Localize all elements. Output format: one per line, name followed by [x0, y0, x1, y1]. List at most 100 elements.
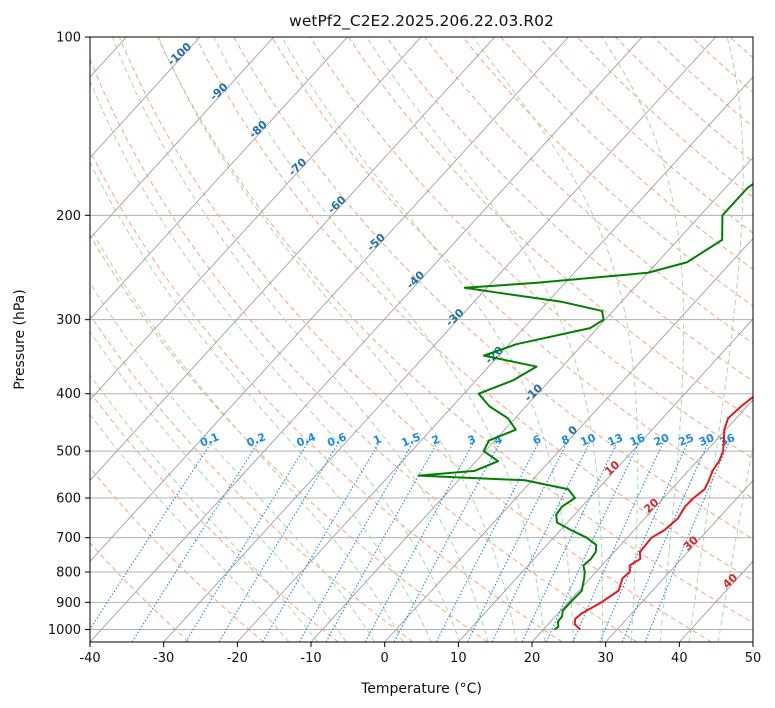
dry-adiabat: [195, 37, 753, 582]
y-tick-label: 900: [56, 596, 81, 611]
mixing-ratio-line: [185, 440, 310, 642]
dry-adiabat: [233, 37, 753, 540]
isotherm-line: [90, 37, 348, 320]
dry-adiabat: [309, 37, 753, 460]
x-tick-label: 0: [381, 651, 389, 666]
dry-adiabat: [90, 467, 264, 642]
mixing-ratio-line: [521, 440, 619, 642]
y-axis-label: Pressure (hPa): [12, 289, 28, 389]
mixing-ratio-lines: [90, 440, 731, 642]
dry-adiabat: [90, 391, 339, 642]
x-tick-label: 10: [450, 651, 467, 666]
mixing-ratio-line: [131, 440, 260, 642]
chart-title: wetPf2_C2E2.2025.206.22.03.R02: [289, 12, 554, 31]
mixing-ratio-line: [467, 440, 569, 642]
moist-adiabat: [90, 161, 432, 642]
mixing-ratio-label: 10: [579, 431, 598, 449]
pressure-gridlines: [90, 37, 753, 630]
moist-adiabat: [157, 37, 517, 642]
mixing-ratio-line: [621, 440, 710, 642]
dry-adiabat: [90, 58, 638, 642]
y-tick-label: 400: [56, 387, 81, 402]
mixing-ratio-line: [218, 440, 341, 642]
x-tick-label: 40: [671, 651, 688, 666]
moist-adiabat: [472, 37, 639, 642]
mixing-ratio-label: 1: [371, 433, 383, 448]
moist-adiabat: [111, 37, 489, 642]
moist-adiabat: [601, 37, 685, 642]
dry-adiabat: [538, 37, 753, 234]
mixing-ratio-label: 16: [628, 431, 647, 449]
dry-adiabat: [90, 149, 563, 642]
isotherm-line: [237, 76, 753, 642]
x-axis: -40 -30 -20 -10 0 10 20 30 40 50: [79, 642, 761, 666]
y-tick-label: 800: [56, 566, 81, 581]
isotherms: [90, 37, 753, 642]
mixing-ratio-label: 36: [718, 431, 737, 449]
isotherm-line: [310, 156, 753, 642]
mixing-ratio-line: [491, 440, 592, 642]
mixing-ratio-label: 25: [677, 431, 696, 449]
mixing-ratio-label: 3: [466, 433, 478, 448]
y-tick-label: 300: [56, 313, 81, 328]
moist-adiabat: [90, 330, 347, 642]
dry-adiabat: [615, 37, 753, 163]
dry-adiabat: [500, 37, 753, 270]
y-tick-label: 200: [56, 209, 81, 224]
isotherm-line: [605, 479, 753, 642]
y-tick-label: 700: [56, 531, 81, 546]
dry-adiabat: [386, 37, 753, 382]
mixing-ratio-line: [393, 440, 502, 642]
y-tick-label: 600: [56, 492, 81, 507]
x-tick-label: 30: [597, 651, 614, 666]
y-tick-label: 100: [56, 31, 81, 46]
moist-adiabat: [213, 37, 546, 642]
isotherm-line: [90, 37, 569, 562]
mixing-ratio-line: [298, 440, 415, 642]
mixing-ratio-line: [644, 440, 731, 642]
isotherm-line: [163, 37, 717, 642]
x-tick-label: -40: [79, 651, 100, 666]
plot-frame: [89, 36, 754, 643]
sounding-series: [417, 182, 753, 631]
mixing-ratio-line: [90, 440, 214, 631]
isotherm-line: [458, 318, 753, 642]
isotherm-line: [90, 37, 496, 482]
x-tick-label: 50: [745, 651, 762, 666]
moist-adiabat: [90, 79, 461, 642]
isotherm-line: [384, 237, 753, 642]
isotherm-line: [90, 37, 201, 159]
moist-adiabat: [717, 444, 753, 642]
x-tick-label: -20: [227, 651, 248, 666]
dry-adiabat: [424, 37, 753, 344]
temperature-line: [573, 395, 753, 631]
mixing-ratio-label: 8: [559, 433, 571, 448]
dewpoint-line: [417, 182, 753, 631]
plot-area: -100-90-80-70-60-50-40-30-20-10010203040…: [90, 37, 753, 642]
isotherm-line: [90, 37, 422, 401]
x-axis-label: Temperature (°C): [360, 681, 482, 697]
mixing-ratio-line: [262, 440, 381, 642]
moist-adiabat: [688, 37, 744, 642]
mixing-ratio-label: 20: [652, 431, 671, 449]
mixing-ratio-line: [435, 440, 541, 642]
moist-adiabat: [365, 37, 603, 642]
moist-adiabat: [90, 374, 319, 642]
moist-adiabat: [90, 413, 290, 642]
moist-adiabat: [90, 282, 376, 642]
x-tick-label: -30: [153, 651, 174, 666]
y-tick-label: 1000: [48, 623, 81, 638]
isotherm-line: [90, 37, 643, 642]
dry-adiabat: [118, 37, 712, 642]
mixing-ratio-label: 30: [697, 431, 716, 449]
y-tick-label: 500: [56, 445, 81, 460]
mixing-ratio-line: [599, 440, 690, 642]
mixing-ratio-label: 13: [606, 431, 625, 449]
mixing-ratio-label: 2: [430, 433, 442, 448]
x-tick-label: -10: [300, 651, 321, 666]
x-tick-label: 20: [524, 651, 541, 666]
isotherm-line: [90, 37, 275, 240]
isotherm-line: [531, 399, 753, 642]
